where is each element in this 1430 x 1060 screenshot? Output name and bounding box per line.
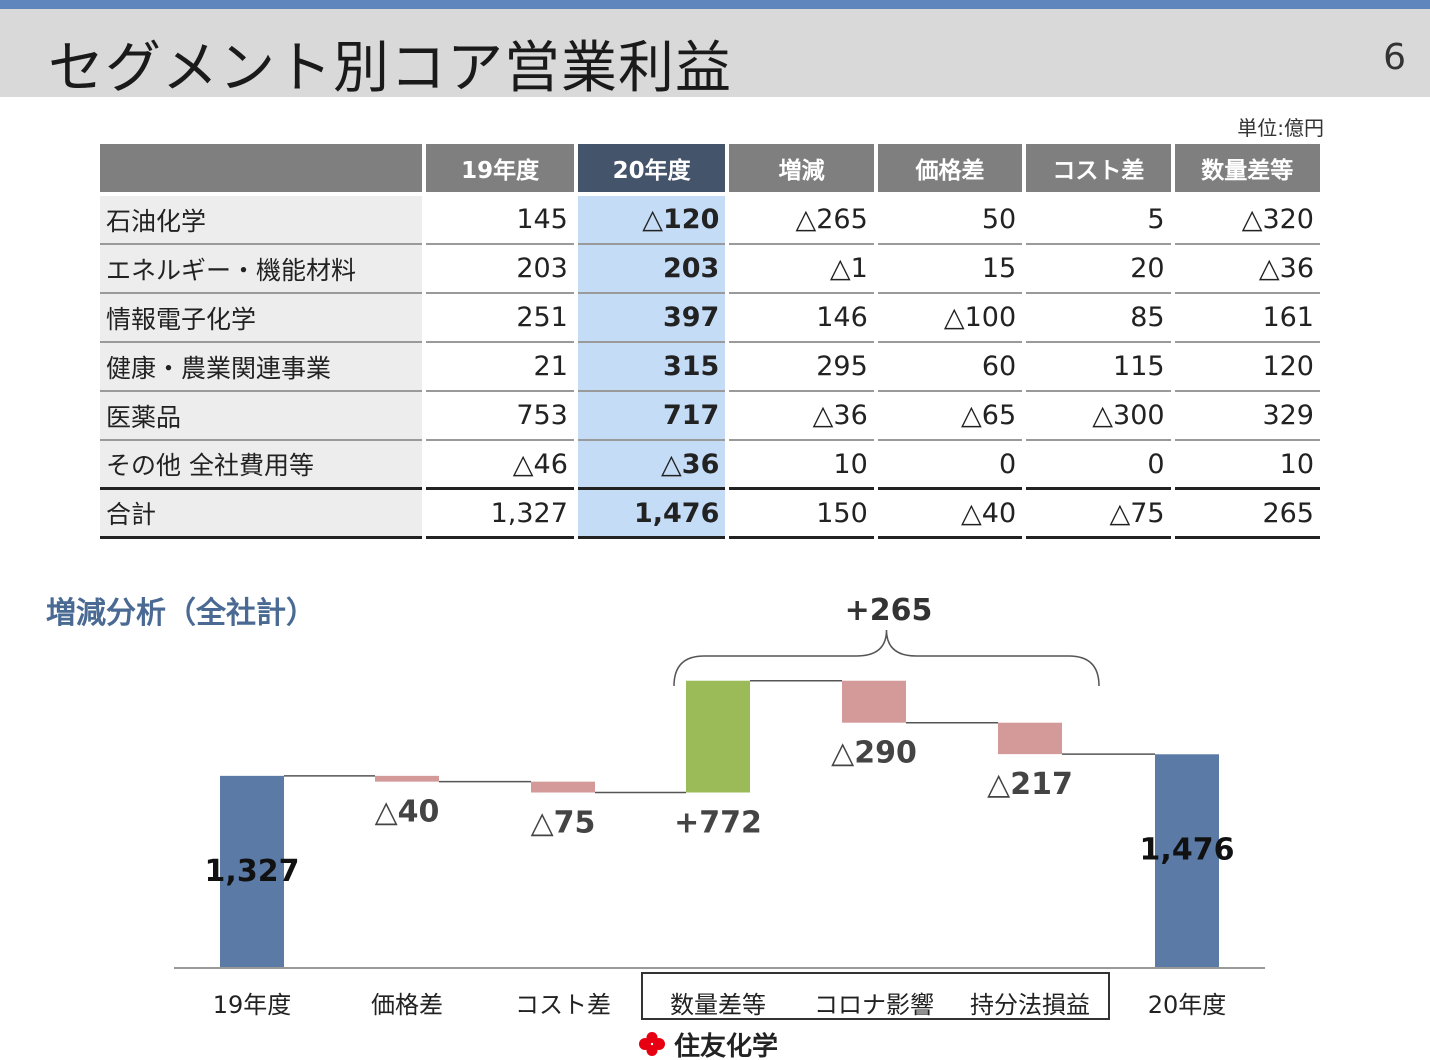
table-cell: 150	[729, 490, 874, 539]
table-cell: △1	[729, 245, 874, 294]
table-cell: 251	[426, 294, 574, 343]
table-row: 合計 1,327 1,476 150 △40 △75 265	[100, 490, 1320, 539]
table-cell: △36	[577, 441, 726, 490]
data-label-2: △40	[375, 795, 440, 830]
waterfall-bar-3	[531, 781, 595, 793]
table-cell: 115	[1026, 343, 1171, 392]
waterfall-bar-4	[686, 680, 750, 793]
table-cell: △120	[577, 196, 726, 245]
table-cell: 717	[577, 392, 726, 441]
table-cell: 21	[426, 343, 574, 392]
category-label: 持分法損益	[970, 991, 1090, 1019]
company-logo-icon	[639, 1032, 665, 1056]
table-cell: △36	[1174, 245, 1320, 294]
table-header-cell: 増減	[729, 144, 874, 196]
data-label-1: 1,327	[205, 854, 300, 889]
table-cell: 397	[577, 294, 726, 343]
title-bar: セグメント別コア営業利益 6	[0, 9, 1430, 101]
analysis-title: 増減分析（全社計）	[46, 596, 316, 631]
table-cell: 753	[426, 392, 574, 441]
segment-name-cell: 健康・農業関連事業	[100, 343, 423, 392]
category-label: コロナ影響	[814, 991, 934, 1019]
table-cell: 1,476	[577, 490, 726, 539]
table-header-cell	[100, 144, 423, 196]
table-cell: 203	[426, 245, 574, 294]
table-row: エネルギー・機能材料 203 203 △1 15 20 △36	[100, 245, 1320, 294]
segment-name-cell: エネルギー・機能材料	[100, 245, 423, 294]
table-cell: △46	[426, 441, 574, 490]
top-accent-stripe	[0, 0, 1430, 9]
table-header-cell: 数量差等	[1174, 144, 1320, 196]
table-cell: 10	[1174, 441, 1320, 490]
table-cell: 265	[1174, 490, 1320, 539]
table-cell: 15	[877, 245, 1023, 294]
table-cell: 295	[729, 343, 874, 392]
table-cell: △300	[1026, 392, 1171, 441]
table-cell: 10	[729, 441, 874, 490]
table-cell: 0	[877, 441, 1023, 490]
table-row: 健康・農業関連事業 21 315 295 60 115 120	[100, 343, 1320, 392]
table-cell: 1,327	[426, 490, 574, 539]
table-header-cell: コスト差	[1026, 144, 1171, 196]
table-cell: △65	[877, 392, 1023, 441]
table-cell: 0	[1026, 441, 1171, 490]
page-title: セグメント別コア営業利益	[48, 36, 732, 101]
category-label: コスト差	[515, 991, 611, 1019]
table-cell: △40	[877, 490, 1023, 539]
table-header-cell: 価格差	[877, 144, 1023, 196]
waterfall-bar-2	[375, 775, 439, 782]
table-cell: △75	[1026, 490, 1171, 539]
unit-label: 単位:億円	[1237, 116, 1324, 140]
table-cell: 5	[1026, 196, 1171, 245]
waterfall-bar-1	[220, 775, 284, 968]
segment-name-cell: 医薬品	[100, 392, 423, 441]
bracket-shape	[673, 629, 1100, 687]
table-cell: △265	[729, 196, 874, 245]
table-cell: 161	[1174, 294, 1320, 343]
table-cell: 120	[1174, 343, 1320, 392]
table-row: 情報電子化学 251 397 146 △100 85 161	[100, 294, 1320, 343]
waterfall-bar-5	[842, 680, 906, 723]
table-cell: △36	[729, 392, 874, 441]
data-label-4: +772	[674, 806, 762, 841]
table-header-row: 19年度 20年度 増減 価格差 コスト差 数量差等	[100, 144, 1320, 196]
table-row: その他 全社費用等 △46 △36 10 0 0 10	[100, 441, 1320, 490]
table-cell: △320	[1174, 196, 1320, 245]
category-label: 20年度	[1147, 991, 1227, 1019]
category-label: 19年度	[212, 991, 292, 1019]
table-row: 石油化学 145 △120 △265 50 5 △320	[100, 196, 1320, 245]
segment-name-cell: 情報電子化学	[100, 294, 423, 343]
data-label-6: △217	[987, 767, 1073, 802]
table-header-cell: 19年度	[426, 144, 574, 196]
table-cell: 85	[1026, 294, 1171, 343]
data-label-3: △75	[531, 806, 596, 841]
table-cell: 315	[577, 343, 726, 392]
table-cell: 203	[577, 245, 726, 294]
table-cell: 329	[1174, 392, 1320, 441]
company-name: 住友化学	[674, 1032, 779, 1060]
waterfall-chart: 1,327 △40 △75 +772 △290 △217 1,476 +265	[174, 593, 1265, 969]
segment-name-cell: 合計	[100, 490, 423, 539]
data-label-5: △290	[831, 736, 917, 771]
table-cell: 145	[426, 196, 574, 245]
table-cell: △100	[877, 294, 1023, 343]
segment-name-cell: 石油化学	[100, 196, 423, 245]
page-number: 6	[1383, 37, 1406, 78]
segment-table: 19年度 20年度 増減 価格差 コスト差 数量差等 石油化学 145 △120 △2…	[96, 144, 1324, 539]
company-logo: 住友化学	[638, 1026, 798, 1060]
table-cell: 60	[877, 343, 1023, 392]
waterfall-bar-7	[1155, 754, 1219, 968]
segment-name-cell: その他 全社費用等	[100, 441, 423, 490]
waterfall-bar-6	[998, 722, 1062, 755]
category-label: 数量差等	[670, 991, 766, 1019]
table-cell: 20	[1026, 245, 1171, 294]
bracket-label: +265	[845, 593, 933, 628]
category-label: 価格差	[371, 991, 443, 1019]
category-group-box	[641, 972, 1110, 1020]
table-row: 医薬品 753 717 △36 △65 △300 329	[100, 392, 1320, 441]
data-label-7: 1,476	[1140, 832, 1235, 867]
table-cell: 50	[877, 196, 1023, 245]
table-cell: 146	[729, 294, 874, 343]
table-header-cell: 20年度	[577, 144, 726, 196]
